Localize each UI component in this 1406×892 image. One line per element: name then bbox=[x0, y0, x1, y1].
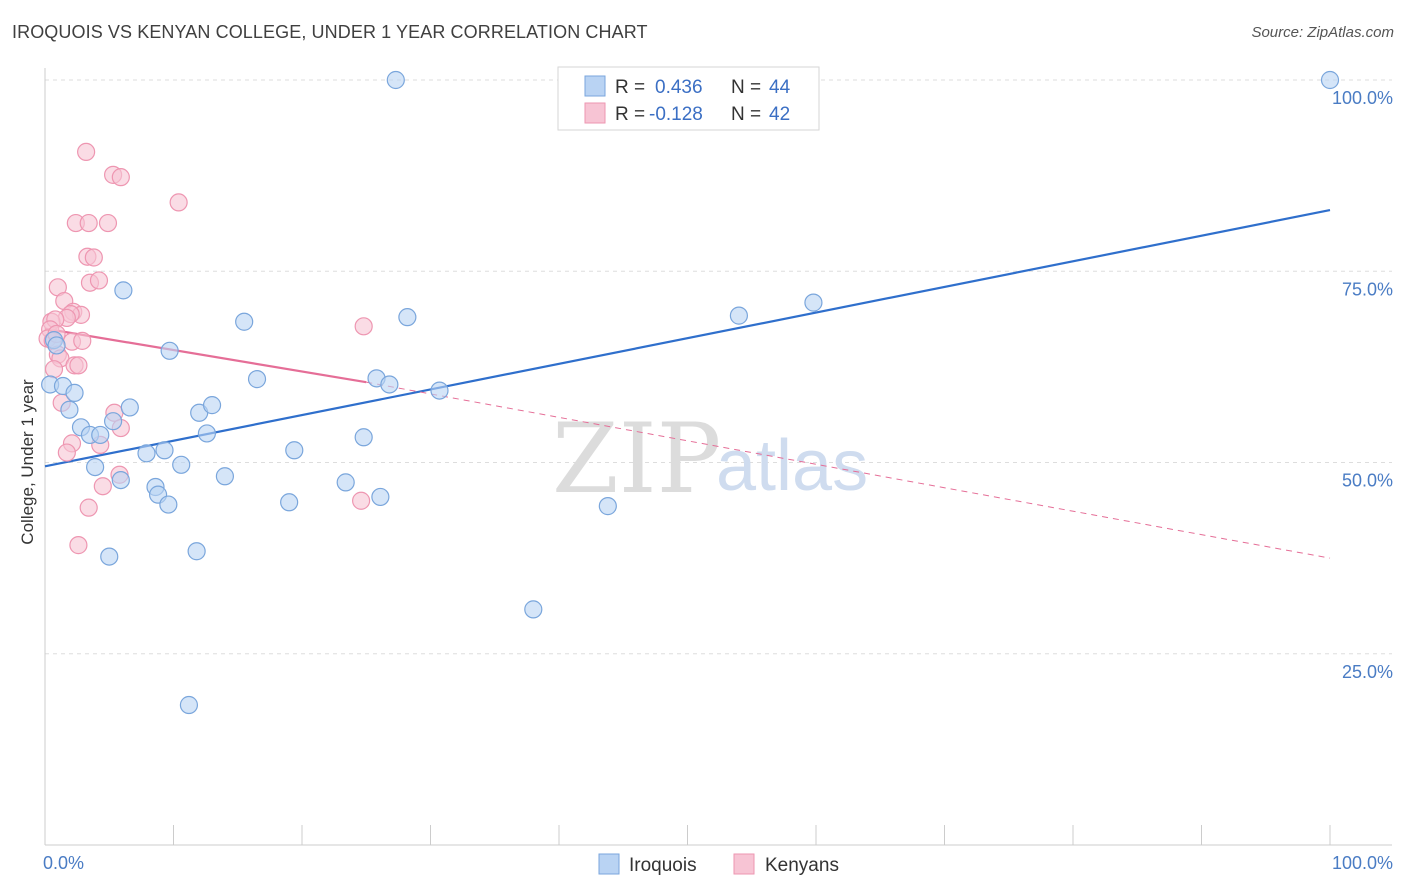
watermark-zip: ZIP bbox=[552, 403, 721, 515]
kenyans-point-38 bbox=[69, 536, 88, 555]
grid-lines bbox=[45, 79, 1392, 655]
y-tick-labels: 25.0% 50.0% 75.0% 100.0% bbox=[1332, 88, 1393, 682]
iroquois-point-20 bbox=[202, 396, 222, 415]
iroquois-point-23 bbox=[197, 424, 217, 443]
x-tick-label-0: 0.0% bbox=[43, 853, 84, 873]
kenyans-n-label: N = bbox=[731, 104, 761, 125]
iroquois-n-value: 44 bbox=[769, 77, 791, 98]
trend-lines bbox=[44, 208, 1331, 559]
iroquois-point-39 bbox=[280, 493, 299, 512]
x-tick-label-1: 100.0% bbox=[1332, 853, 1393, 873]
y-tick-label-0: 25.0% bbox=[1342, 662, 1393, 682]
y-axis-title: College, Under 1 year bbox=[18, 379, 37, 545]
y-tick-label-3: 100.0% bbox=[1332, 88, 1393, 108]
y-tick-label-2: 75.0% bbox=[1342, 279, 1393, 299]
iroquois-points bbox=[41, 70, 1340, 715]
watermark-atlas: atlas bbox=[716, 426, 868, 506]
kenyans-point-11 bbox=[89, 271, 109, 290]
iroquois-point-1 bbox=[1320, 70, 1340, 90]
kenyans-series-swatch bbox=[733, 853, 755, 875]
iroquois-point-26 bbox=[354, 428, 373, 447]
kenyans-point-35 bbox=[93, 477, 112, 496]
kenyans-point-36 bbox=[352, 491, 371, 510]
iroquois-series-label: Iroquois bbox=[629, 855, 697, 876]
iroquois-point-33 bbox=[111, 470, 130, 490]
kenyans-legend-swatch bbox=[584, 102, 606, 124]
iroquois-point-16 bbox=[430, 381, 449, 400]
iroquois-point-44 bbox=[179, 695, 199, 715]
iroquois-point-4 bbox=[398, 308, 417, 327]
iroquois-point-3 bbox=[235, 312, 254, 331]
iroquois-point-12 bbox=[65, 383, 84, 402]
iroquois-point-42 bbox=[187, 542, 206, 561]
x-tick-labels: 0.0% 100.0% bbox=[43, 853, 1393, 873]
kenyans-trend-line bbox=[44, 327, 367, 384]
iroquois-r-value: 0.436 bbox=[655, 77, 703, 98]
iroquois-point-43 bbox=[524, 600, 543, 619]
kenyans-n-value: 42 bbox=[769, 104, 790, 125]
iroquois-point-32 bbox=[215, 467, 234, 486]
iroquois-point-13 bbox=[247, 370, 267, 389]
iroquois-point-31 bbox=[172, 455, 191, 474]
series-legend: Iroquois Kenyans bbox=[598, 853, 839, 876]
kenyans-point-24 bbox=[73, 331, 92, 350]
kenyans-point-28 bbox=[69, 356, 88, 375]
iroquois-point-18 bbox=[120, 398, 139, 417]
stats-legend: R = 0.436 N = 44 R = -0.128 N = 42 bbox=[557, 66, 820, 131]
kenyans-series-label: Kenyans bbox=[765, 855, 839, 876]
iroquois-point-25 bbox=[91, 425, 110, 445]
kenyans-point-2 bbox=[111, 168, 130, 187]
iroquois-point-38 bbox=[159, 495, 178, 514]
kenyans-point-5 bbox=[79, 213, 98, 233]
iroquois-legend-swatch bbox=[584, 75, 606, 97]
iroquois-point-35 bbox=[336, 473, 355, 492]
iroquois-point-37 bbox=[371, 487, 390, 507]
iroquois-r-label: R = bbox=[615, 77, 645, 98]
watermark: ZIP atlas bbox=[552, 403, 868, 515]
kenyans-point-0 bbox=[77, 142, 96, 162]
kenyans-points bbox=[38, 142, 373, 555]
iroquois-point-5 bbox=[729, 306, 749, 325]
kenyans-r-value: -0.128 bbox=[649, 104, 703, 125]
kenyans-point-39 bbox=[57, 443, 76, 462]
iroquois-point-6 bbox=[804, 293, 823, 312]
iroquois-point-27 bbox=[137, 444, 156, 463]
iroquois-point-9 bbox=[160, 341, 179, 360]
kenyans-point-37 bbox=[79, 498, 98, 517]
source-credit: Source: ZipAtlas.com bbox=[1251, 24, 1394, 41]
iroquois-point-28 bbox=[155, 441, 174, 460]
chart-title: IROQUOIS VS KENYAN COLLEGE, UNDER 1 YEAR… bbox=[12, 22, 648, 42]
iroquois-trend-line bbox=[44, 208, 1331, 468]
y-tick-label-1: 50.0% bbox=[1342, 471, 1393, 491]
iroquois-point-29 bbox=[285, 441, 304, 460]
kenyans-r-label: R = bbox=[615, 104, 645, 125]
iroquois-point-8 bbox=[47, 336, 66, 355]
iroquois-point-15 bbox=[380, 375, 399, 394]
iroquois-point-30 bbox=[86, 457, 105, 477]
iroquois-point-17 bbox=[60, 400, 79, 419]
kenyans-point-3 bbox=[169, 193, 188, 212]
iroquois-point-41 bbox=[100, 547, 119, 566]
kenyans-point-8 bbox=[84, 248, 103, 267]
iroquois-n-label: N = bbox=[731, 77, 761, 98]
iroquois-point-40 bbox=[598, 497, 617, 516]
iroquois-point-22 bbox=[104, 412, 123, 431]
kenyans-point-29 bbox=[44, 360, 64, 379]
iroquois-point-2 bbox=[114, 281, 133, 300]
kenyans-point-6 bbox=[98, 213, 118, 233]
kenyans-point-20 bbox=[354, 317, 373, 336]
iroquois-series-swatch bbox=[598, 853, 620, 875]
axes bbox=[44, 68, 1392, 846]
kenyans-trend-extension bbox=[366, 381, 1331, 559]
iroquois-point-0 bbox=[386, 70, 405, 90]
